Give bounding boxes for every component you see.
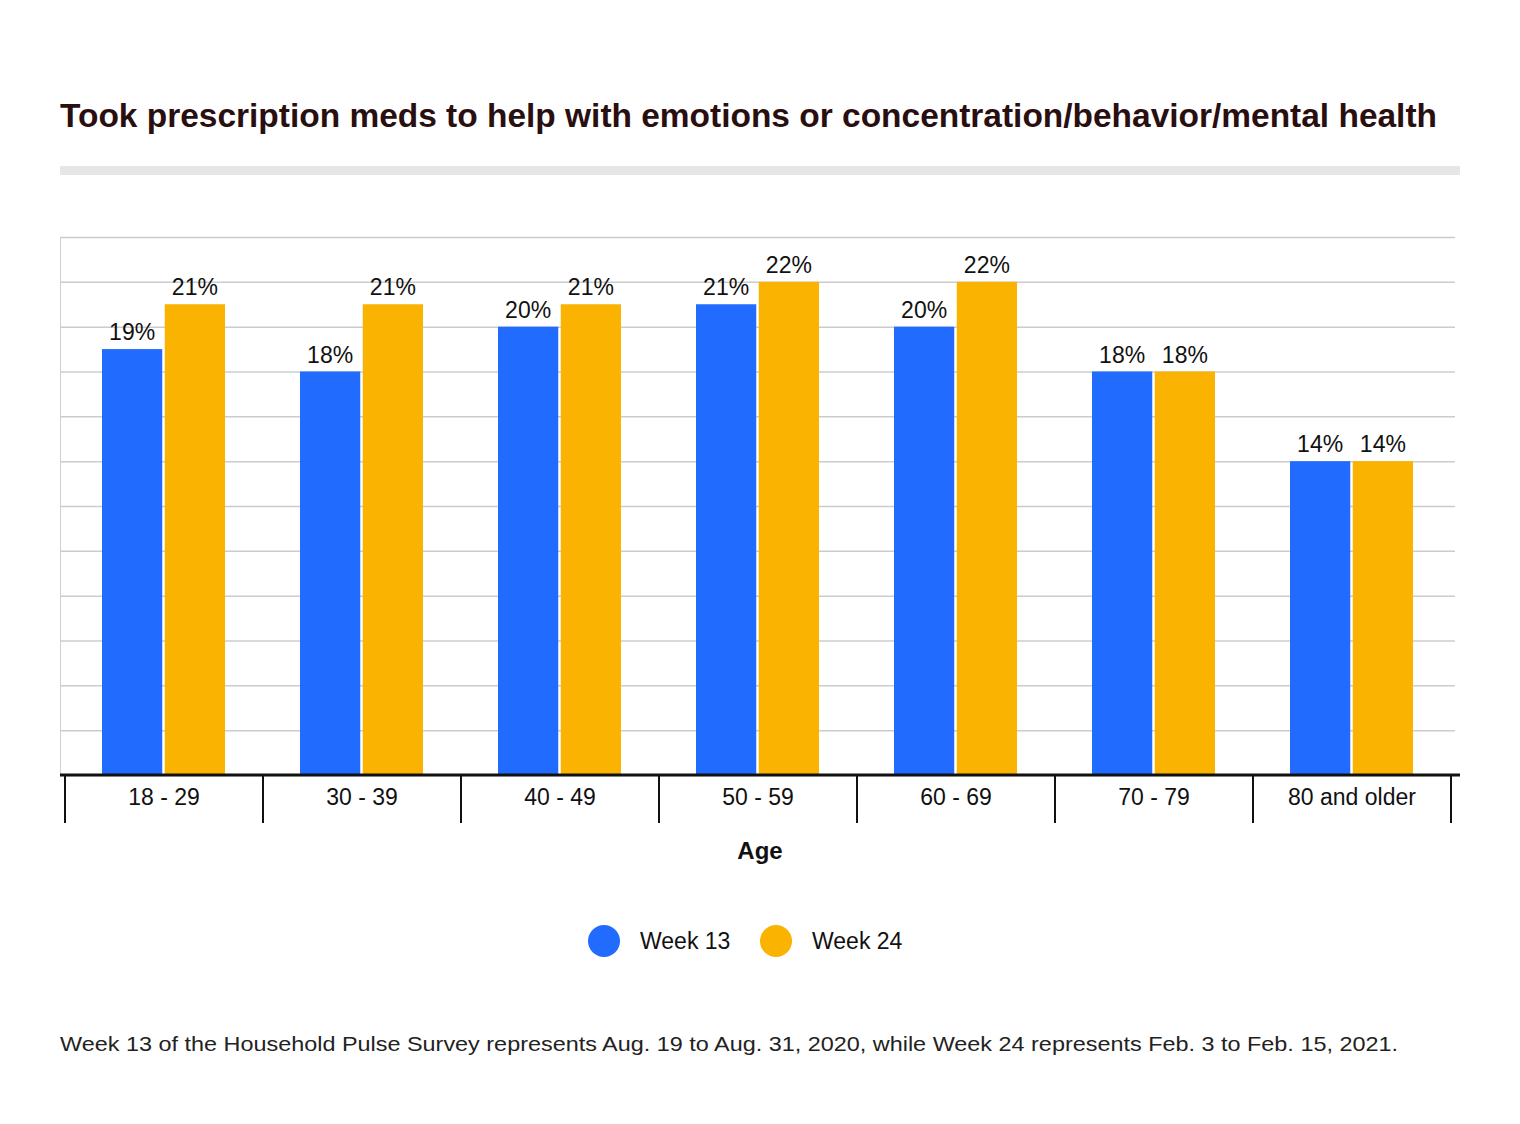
- y-tick: [60, 372, 1455, 373]
- grid-line: [60, 461, 1455, 463]
- grid-line: [60, 551, 1455, 553]
- data-label: 18%: [1162, 342, 1208, 368]
- data-label: 22%: [766, 252, 812, 278]
- bar: [498, 327, 558, 775]
- grid-line: [60, 237, 1455, 239]
- x-axis: 18 - 29 30 - 39 40 - 49 50 - 59 60 - 69 70 - …: [60, 775, 1460, 810]
- grid-line: [60, 685, 1455, 687]
- bar: [957, 282, 1017, 775]
- data-label: 18%: [1099, 342, 1145, 368]
- bar: [696, 304, 756, 775]
- data-labels: 19% 18% 20% 21% 20% 18% 14% 21% 21% 21% 22% 22% 18% 1…: [109, 252, 1406, 457]
- category-separator: [460, 775, 462, 823]
- x-tick: 30 - 39: [326, 775, 398, 810]
- y-tick: [60, 551, 1455, 552]
- title: Took prescription meds to help with emot…: [60, 97, 1437, 134]
- bar: [102, 349, 162, 775]
- grid-line: [60, 416, 1455, 418]
- bar: [1353, 461, 1413, 775]
- x-tick: 40 - 49: [524, 775, 596, 810]
- x-tick-label: 70 - 79: [1118, 784, 1190, 810]
- category-separator: [856, 775, 858, 823]
- grid-line: [60, 371, 1455, 373]
- y-tick: [60, 327, 1455, 328]
- x-tick-label: 40 - 49: [524, 784, 596, 810]
- y-tick: [60, 596, 1455, 597]
- bar: [894, 327, 954, 775]
- data-label: 21%: [703, 274, 749, 300]
- y-tick: [60, 237, 1455, 238]
- x-tick-label: 18 - 29: [128, 784, 200, 810]
- y-tick: [60, 685, 1455, 686]
- category-separators: [65, 775, 1451, 823]
- x-tick: 60 - 69: [920, 775, 992, 810]
- grid-line: [60, 326, 1455, 328]
- data-label: 18%: [307, 342, 353, 368]
- grid-line: [60, 640, 1455, 642]
- data-label: 20%: [901, 297, 947, 323]
- category-separator: [1450, 775, 1452, 823]
- y-tick: [60, 641, 1455, 642]
- data-label: 19%: [109, 319, 155, 345]
- data-label: 22%: [964, 252, 1010, 278]
- grid-line: [60, 282, 1455, 284]
- bar: [300, 372, 360, 776]
- category-separator: [658, 775, 660, 823]
- bars: [102, 282, 1413, 775]
- bar: [1155, 372, 1215, 776]
- legend-label: Week 13: [640, 928, 730, 954]
- chart: Took prescription meds to help with emot…: [0, 0, 1520, 1124]
- y-tick: [60, 506, 1455, 507]
- bar: [363, 304, 423, 775]
- y-axis-line: [61, 238, 1456, 776]
- y-tick: [60, 282, 1455, 283]
- x-tick-label: 50 - 59: [722, 784, 794, 810]
- bar: [759, 282, 819, 775]
- category-separator: [1252, 775, 1254, 823]
- grid-line: [60, 506, 1455, 508]
- x-axis-line: [60, 774, 1460, 777]
- legend-swatch: [588, 925, 620, 957]
- footnote: Week 13 of the Household Pulse Survey re…: [60, 1032, 1398, 1055]
- x-tick: 70 - 79: [1118, 775, 1190, 810]
- category-separator: [64, 775, 66, 823]
- y-tick: [60, 461, 1455, 462]
- y-tick: [60, 730, 1455, 731]
- data-label: 14%: [1297, 431, 1343, 457]
- x-tick: 18 - 29: [128, 775, 200, 810]
- y-axis: [60, 238, 1455, 776]
- legend: Week 13 Week 24: [588, 925, 903, 957]
- bar: [561, 304, 621, 775]
- x-tick: 50 - 59: [722, 775, 794, 810]
- category-separator: [1054, 775, 1056, 823]
- data-label: 21%: [568, 274, 614, 300]
- data-label: 14%: [1360, 431, 1406, 457]
- title-rule: [60, 166, 1460, 175]
- y-tick: [60, 416, 1455, 417]
- x-tick: 80 and older: [1288, 775, 1416, 810]
- grid-line: [60, 595, 1455, 597]
- x-tick-label: 60 - 69: [920, 784, 992, 810]
- x-tick-label: 80 and older: [1288, 784, 1416, 810]
- legend-swatch: [760, 925, 792, 957]
- legend-label: Week 24: [812, 928, 903, 954]
- bar: [165, 304, 225, 775]
- bar: [1290, 461, 1350, 775]
- x-tick-label: 30 - 39: [326, 784, 398, 810]
- x-axis-title: Age: [737, 837, 782, 864]
- bar: [1092, 372, 1152, 776]
- data-label: 21%: [370, 274, 416, 300]
- data-label: 21%: [172, 274, 218, 300]
- category-separator: [262, 775, 264, 823]
- data-label: 20%: [505, 297, 551, 323]
- grid-line: [60, 730, 1455, 732]
